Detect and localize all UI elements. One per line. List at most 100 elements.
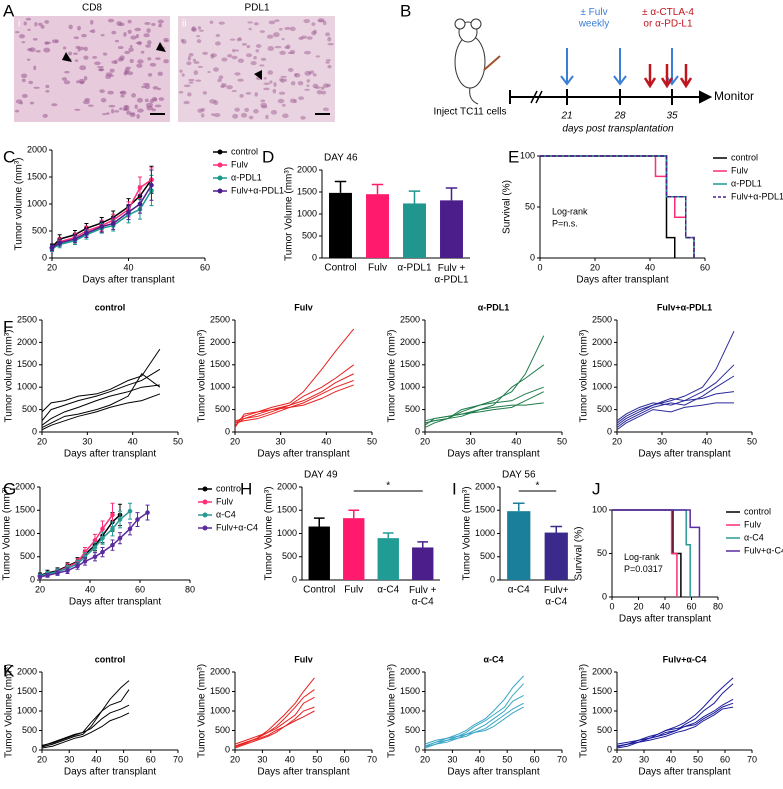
cell-nucleus bbox=[94, 61, 101, 66]
x-tick-label: 70 bbox=[367, 754, 377, 764]
cell-nucleus bbox=[265, 114, 269, 120]
x-tick-label: 60 bbox=[720, 754, 730, 764]
cell-nucleus bbox=[27, 28, 31, 31]
cell-nucleus bbox=[287, 67, 294, 72]
cell-nucleus bbox=[245, 92, 252, 95]
y-tick-label: 2000 bbox=[592, 666, 612, 676]
cell-nucleus bbox=[105, 112, 110, 115]
y-tick-label: 500 bbox=[22, 404, 37, 414]
cell-nucleus bbox=[114, 39, 120, 43]
x-tick-label: 40 bbox=[702, 436, 712, 446]
series-line bbox=[39, 510, 131, 577]
series-line bbox=[234, 710, 315, 747]
cell-nucleus bbox=[290, 26, 296, 32]
error-bar bbox=[512, 502, 525, 512]
cell-nucleus bbox=[247, 21, 253, 24]
cell-nucleus bbox=[140, 50, 145, 54]
cell-nucleus bbox=[27, 47, 33, 52]
cell-nucleus bbox=[231, 55, 238, 60]
series-line bbox=[41, 680, 130, 747]
y-tick-label: 2000 bbox=[475, 481, 495, 491]
x-axis-label: Days after transplant bbox=[638, 449, 730, 460]
y-tick-label: 2500 bbox=[17, 314, 37, 324]
panel-label: J bbox=[592, 479, 601, 498]
cell-nucleus bbox=[75, 45, 81, 49]
x-tick-label: 30 bbox=[657, 436, 667, 446]
cell-nucleus bbox=[102, 52, 108, 56]
cell-nucleus bbox=[92, 56, 98, 59]
error-bar bbox=[550, 525, 563, 533]
cell-nucleus bbox=[33, 86, 40, 89]
cell-nucleus bbox=[255, 49, 260, 53]
series-line bbox=[234, 706, 315, 749]
marker bbox=[72, 236, 78, 242]
x-tick-label: α-C4 bbox=[377, 585, 399, 596]
injection-arrow bbox=[483, 55, 501, 71]
cell-nucleus bbox=[273, 82, 277, 87]
x-tick-label: 40 bbox=[660, 601, 670, 611]
cell-nucleus bbox=[45, 89, 50, 93]
cell-nucleus bbox=[326, 83, 331, 88]
series-line bbox=[616, 364, 735, 426]
y-tick-label: 500 bbox=[215, 725, 230, 735]
error-bar bbox=[408, 190, 421, 204]
y-tick-label: 2000 bbox=[400, 337, 420, 347]
cell-nucleus bbox=[127, 71, 134, 76]
x-tick-label: 40 bbox=[285, 754, 295, 764]
cell-nucleus bbox=[32, 37, 38, 41]
y-axis-label: Tumor volume (mm³) bbox=[4, 330, 15, 423]
axis-break bbox=[530, 90, 538, 104]
marker bbox=[135, 517, 140, 522]
x-tick-label: 40 bbox=[321, 436, 331, 446]
cell-nucleus bbox=[152, 85, 159, 90]
arrowhead bbox=[254, 70, 262, 80]
y-tick-label: 2000 bbox=[592, 337, 612, 347]
cell-nucleus bbox=[327, 64, 332, 69]
y-tick-label: 1000 bbox=[15, 528, 35, 538]
cell-nucleus bbox=[192, 58, 197, 62]
cell-nucleus bbox=[151, 22, 156, 27]
y-tick-label: 1500 bbox=[400, 686, 420, 696]
y-tick-label: 50 bbox=[597, 548, 607, 558]
cell-nucleus bbox=[44, 41, 50, 45]
cell-nucleus bbox=[325, 61, 330, 64]
cell-nucleus bbox=[218, 21, 225, 25]
marker bbox=[45, 573, 50, 578]
cell-nucleus bbox=[248, 27, 252, 31]
cell-nucleus bbox=[199, 29, 204, 32]
series-line bbox=[424, 402, 544, 424]
cell-nucleus bbox=[279, 50, 286, 55]
bar bbox=[329, 192, 352, 258]
cell-nucleus bbox=[96, 65, 104, 69]
cell-nucleus bbox=[255, 44, 262, 48]
panel-label: I bbox=[452, 479, 457, 498]
x-tick-label: 50 bbox=[119, 754, 129, 764]
cell-nucleus bbox=[209, 20, 214, 25]
timeline bbox=[509, 89, 713, 105]
y-tick-label: 1000 bbox=[17, 705, 37, 715]
y-tick-label: 1000 bbox=[17, 382, 37, 392]
panel-label: C bbox=[3, 147, 15, 166]
legend-label: control bbox=[216, 483, 243, 493]
legend-label: Fulv+α-PDL1 bbox=[731, 191, 783, 201]
cell-nucleus bbox=[163, 37, 169, 42]
y-tick-label: 1500 bbox=[27, 171, 47, 181]
marker bbox=[110, 512, 115, 518]
cell-nucleus bbox=[77, 49, 81, 52]
x-tick-label: 20 bbox=[612, 436, 622, 446]
y-tick-label: 1500 bbox=[475, 505, 495, 515]
marker bbox=[126, 209, 131, 215]
cell-nucleus bbox=[111, 30, 117, 35]
series-line bbox=[616, 706, 734, 748]
cell-nucleus bbox=[218, 75, 224, 80]
marker bbox=[57, 240, 62, 246]
fulv-arrow bbox=[613, 48, 627, 86]
series-line bbox=[234, 384, 354, 424]
cell-nucleus bbox=[130, 35, 137, 40]
legend-label: control bbox=[731, 152, 758, 162]
y-tick-label: 50 bbox=[525, 201, 535, 211]
x-axis-label: Days after transplant bbox=[64, 449, 156, 460]
marker bbox=[145, 510, 150, 515]
cell-nucleus bbox=[187, 92, 192, 97]
error-bar bbox=[334, 180, 347, 193]
